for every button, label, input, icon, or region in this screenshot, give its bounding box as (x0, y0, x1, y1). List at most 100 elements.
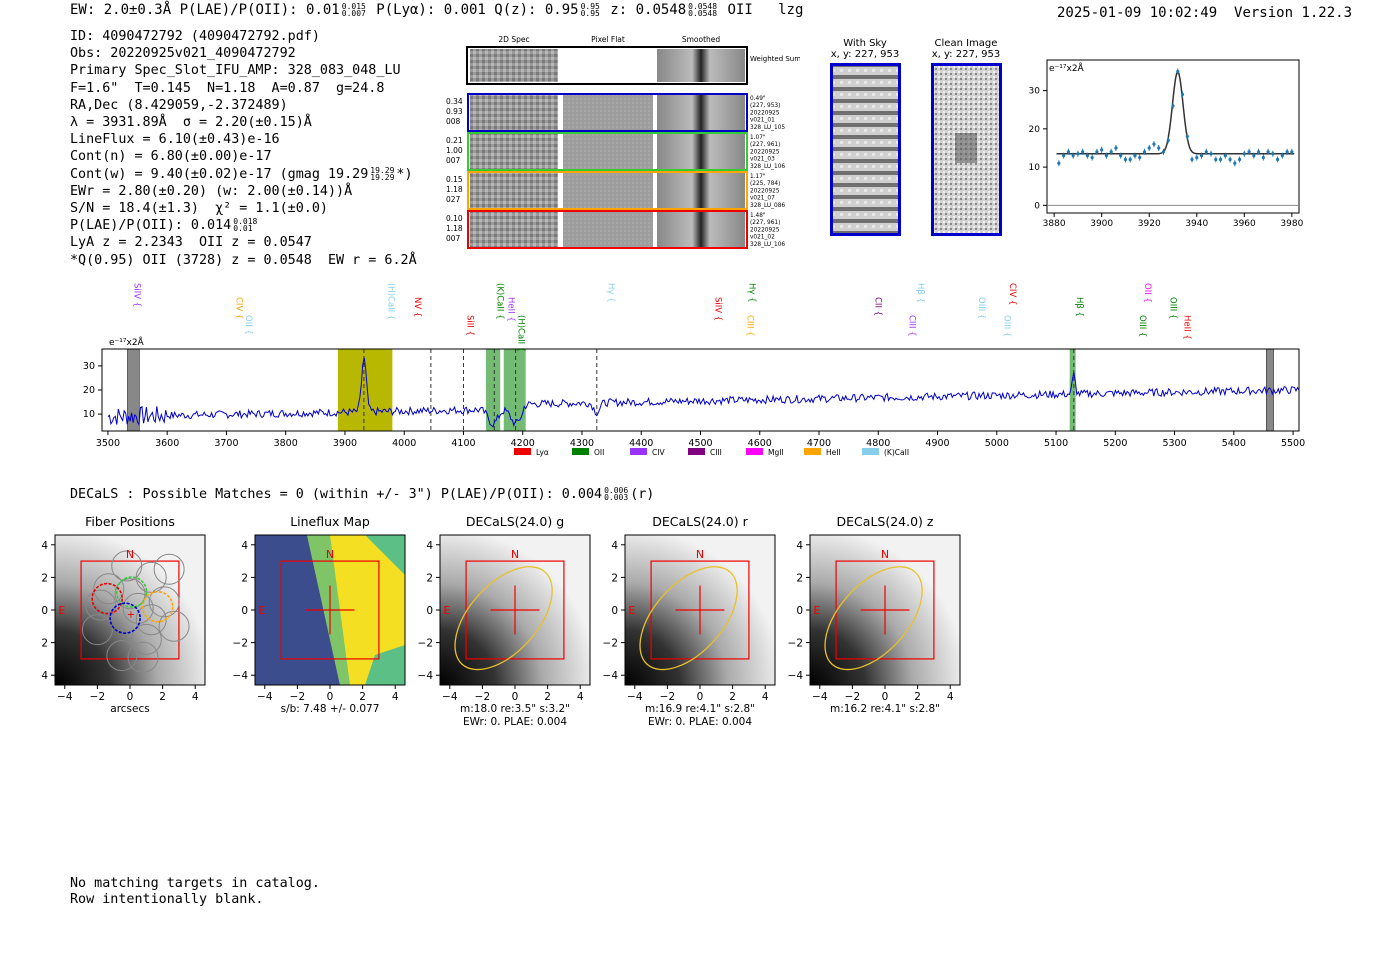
line-marker-label: SiIV { (712, 297, 722, 321)
redshift-value: z: 0.0548 (610, 2, 687, 18)
fiber-circle-highlight (141, 590, 174, 623)
cutout-right-label: v021_03 (750, 157, 775, 163)
panel-caption: m:18.0 re:3.5" s:3.2" (460, 703, 570, 715)
zoom-x-tick-label: 3980 (1280, 219, 1303, 229)
imaging-panels: Fiber Positions + N E −4 −4 −2 −2 0 0 2 2 4 4 arcsecs L… (40, 514, 961, 725)
line-marker-label: OIII { (976, 297, 986, 319)
cutout-left-label: 027 (446, 195, 461, 204)
panel-caption: m:16.2 re:4.1" s:2.8" (830, 703, 940, 715)
info-q: *Q(0.95) OII (3728) z = 0.0548 EW r = 6.… (70, 252, 417, 268)
legend-label: Lyα (536, 448, 549, 457)
east-label: E (258, 604, 265, 617)
spec-x-tick-label: 3700 (214, 438, 238, 449)
spec-x-tick-label: 5000 (985, 438, 1009, 449)
zoom-point (1062, 154, 1066, 158)
zoom-point (1223, 154, 1227, 158)
panel-x-tick-label: 2 (914, 691, 921, 703)
fiber-circle (127, 641, 159, 673)
cutout-right-label: v021_07 (750, 196, 775, 202)
info-contw: Cont(w) = 9.40(±0.02)e-17 (gmag 19.29 19.… (70, 165, 413, 182)
panel-x-tick-label: 2 (159, 691, 166, 703)
summary-header: EW: 2.0±0.3Å P(LAE)/P(OII): 0.01 0.015 0.0… (70, 2, 803, 18)
north-label: N (511, 548, 519, 561)
cutout-right-label: 328_LU_106 (750, 164, 785, 170)
panel-caption: arcsecs (110, 703, 149, 715)
info-sn: S/N = 18.4(±1.3) χ² = 1.1(±0.0) (70, 201, 328, 217)
panel-x-tick-label: 2 (729, 691, 736, 703)
legend-label: MgII (768, 448, 784, 457)
info-lambda: λ = 3931.89Å σ = 2.20(±0.15)Å (70, 115, 312, 131)
zoom-point (1119, 154, 1123, 158)
zoom-y-tick-label: 30 (1029, 87, 1041, 97)
fiber-circle (106, 640, 138, 672)
panel-caption-2: EWr: 0, PLAE: 0.004 (648, 716, 752, 725)
north-label: N (126, 548, 134, 561)
galaxy-cutout (55, 535, 205, 685)
panel-y-tick-label: −2 (233, 638, 248, 650)
zoom-point (1095, 150, 1099, 154)
zoom-point (1109, 150, 1113, 154)
plae-value: P(LAE)/P(OII): 0.01 (179, 2, 340, 18)
spec-x-tick-label: 5300 (1162, 438, 1186, 449)
timestamp: 2025-01-09 10:02:49 (1057, 5, 1218, 21)
zoom-point (1104, 154, 1109, 158)
fiber-circle (85, 589, 117, 621)
zoom-y-tick-label: 0 (1034, 201, 1040, 211)
spec-x-tick-label: 5500 (1281, 438, 1305, 449)
cutout-right-label: (227, 961) (750, 220, 780, 226)
line-marker-label: HeII { (506, 297, 516, 322)
zoom-point (1138, 155, 1142, 160)
z-line: OII (727, 2, 753, 18)
line-marker-label: OII { (1142, 283, 1152, 303)
zoom-x-tick-label: 3920 (1138, 219, 1161, 229)
full-spectrum-chart: e⁻¹⁷x2Å 3500 3600 3700 3800 3900 4000 4100 4200… (83, 283, 1305, 457)
cutout-smoothed (657, 94, 745, 131)
zoom-point (1076, 152, 1080, 156)
panel-y-tick-label: −4 (233, 670, 249, 682)
legend-label: CIV (652, 448, 665, 457)
cutout-left-label: 007 (446, 156, 461, 165)
panel-x-tick-label: 2 (359, 691, 366, 703)
cutout-right-label: 1.48" (750, 213, 766, 219)
spec-x-tick-label: 4200 (511, 438, 535, 449)
spec-x-tick-label: 4400 (629, 438, 653, 449)
panel-x-tick-label: −4 (257, 691, 273, 703)
col-header-pixelflat: Pixel Flat (591, 35, 625, 44)
panel-y-tick-label: 4 (796, 540, 803, 552)
spec-x-tick-label: 3800 (274, 438, 298, 449)
fiber-circle (148, 586, 180, 618)
panel-x-tick-label: −2 (845, 691, 860, 703)
panel-x-tick-label: −2 (660, 691, 675, 703)
line-marker-label: SiII { (465, 315, 475, 336)
flag: lzg (778, 2, 804, 18)
spec-x-tick-label: 4100 (451, 438, 475, 449)
cutout-right-label: 20220925 (750, 227, 780, 233)
weighted-sum-label: Weighted Sum (750, 55, 800, 63)
east-label: E (813, 604, 820, 617)
zoom-point (1152, 142, 1156, 146)
panel-y-tick-label: −2 (418, 638, 433, 650)
panel-y-tick-label: −4 (788, 670, 804, 682)
fiber-circle (130, 623, 162, 655)
line-marker-label: CII { (872, 297, 882, 316)
version: Version 1.22.3 (1234, 5, 1353, 21)
plae-bounds: 0.015 0.007 (341, 2, 366, 18)
panel-caption: s/b: 7.48 +/- 0.077 (281, 703, 380, 715)
spec-x-tick-label: 4700 (807, 438, 831, 449)
panel-y-tick-label: 0 (41, 605, 48, 617)
zoom-x-tick-label: 3880 (1043, 219, 1066, 229)
info-id: ID: 4090472792 (4090472792.pdf) (70, 29, 320, 44)
line-marker-label: CIII { (907, 315, 917, 337)
svg-text:+: + (127, 609, 135, 620)
panel-y-tick-label: 2 (611, 572, 618, 584)
panel-x-tick-label: 0 (697, 691, 704, 703)
legend-swatch (862, 448, 879, 455)
cutout-left-label: 007 (446, 234, 461, 243)
fiber-cutouts: 2D Spec Pixel Flat Smoothed Weighted Sum… (446, 35, 800, 249)
cutout-2dspec (470, 172, 558, 209)
panel-x-tick-label: 0 (882, 691, 889, 703)
cutout-right-label: (227, 961) (750, 142, 780, 148)
info-lya: LyA z = 2.2343 OII z = 0.0547 (70, 235, 312, 251)
decals-summary: DECaLS : Possible Matches = 0 (within +/… (70, 486, 655, 503)
